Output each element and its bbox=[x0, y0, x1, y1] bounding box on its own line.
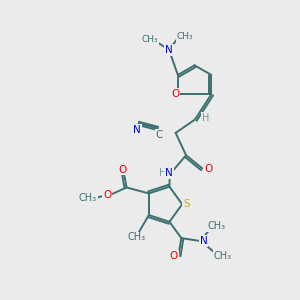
Text: CH₃: CH₃ bbox=[177, 32, 194, 41]
Text: O: O bbox=[103, 190, 111, 200]
Text: N: N bbox=[165, 45, 173, 55]
Text: N: N bbox=[200, 236, 208, 246]
Text: CH₃: CH₃ bbox=[128, 232, 146, 242]
Text: N: N bbox=[165, 168, 173, 178]
Text: CH₃: CH₃ bbox=[214, 251, 232, 261]
Text: N: N bbox=[133, 125, 141, 135]
Text: C: C bbox=[156, 130, 163, 140]
Text: O: O bbox=[170, 251, 178, 261]
Text: S: S bbox=[183, 199, 190, 209]
Text: H: H bbox=[202, 113, 209, 123]
Text: O: O bbox=[204, 164, 212, 174]
Text: CH₃: CH₃ bbox=[208, 221, 226, 231]
Text: O: O bbox=[171, 89, 180, 99]
Text: H: H bbox=[160, 168, 167, 178]
Text: CH₃: CH₃ bbox=[79, 193, 97, 203]
Text: CH₃: CH₃ bbox=[141, 35, 158, 44]
Text: O: O bbox=[118, 165, 126, 175]
